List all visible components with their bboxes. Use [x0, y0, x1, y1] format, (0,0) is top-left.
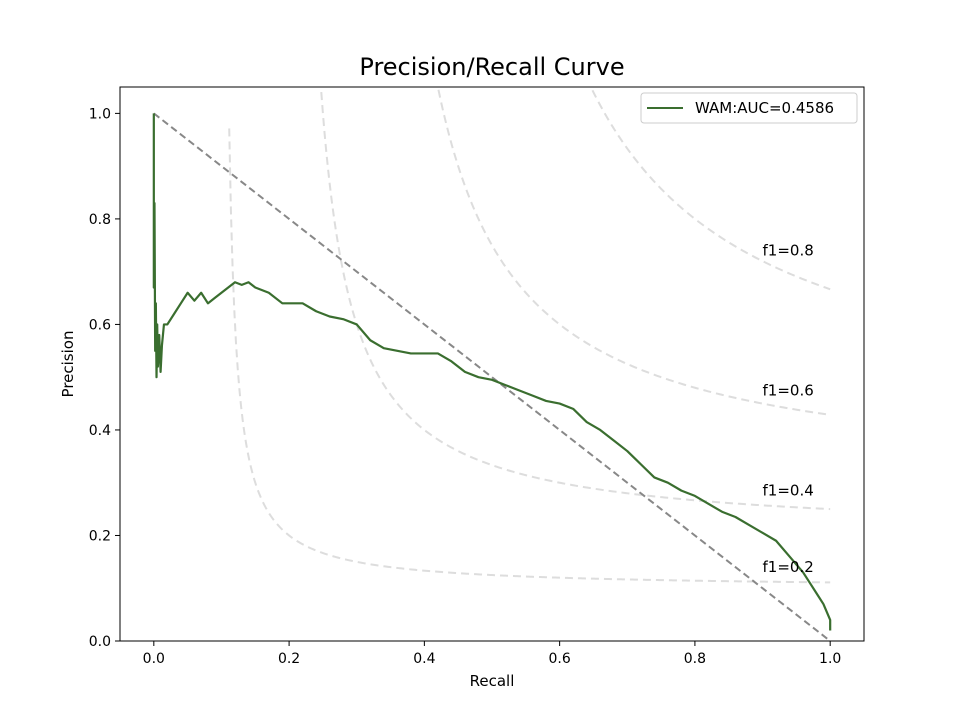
x-tick-label: 0.0 — [143, 651, 165, 667]
reference-diagonal-line — [153, 112, 831, 641]
x-tick-label: 0.8 — [684, 651, 706, 667]
legend-entry-label: WAM:AUC=0.4586 — [695, 99, 834, 117]
y-tick-label: 0.4 — [89, 423, 111, 439]
iso-f1-curve-3 — [437, 89, 831, 416]
y-tick-label: 0.0 — [89, 634, 111, 650]
x-axis-label: Recall — [470, 672, 515, 690]
x-tick-label: 0.2 — [278, 651, 300, 667]
axes-frame — [119, 86, 865, 642]
y-tick-label: 1.0 — [89, 106, 111, 122]
y-axis-label: Precision — [59, 331, 77, 398]
iso-f1-label-4: f1=0.8 — [763, 242, 814, 260]
x-tick-label: 0.4 — [413, 651, 435, 667]
y-tick-label: 0.6 — [89, 317, 111, 333]
iso-f1-curve-1 — [228, 128, 831, 584]
iso-f1-curve-4 — [591, 89, 831, 291]
iso-f1-label-1: f1=0.2 — [763, 558, 814, 576]
iso-f1-curve-2 — [320, 92, 831, 511]
iso-f1-label-3: f1=0.6 — [763, 381, 814, 399]
x-tick-label: 0.6 — [549, 651, 571, 667]
chart-title: Precision/Recall Curve — [359, 53, 624, 81]
x-axis: 0.0 0.2 0.4 0.6 0.8 1.0 — [143, 641, 841, 667]
legend-box — [640, 92, 858, 124]
x-tick-label: 1.0 — [819, 651, 841, 667]
y-axis: 0.0 0.2 0.4 0.6 0.8 1.0 — [89, 106, 120, 650]
series-line-1 — [152, 113, 832, 631]
legend: WAM:AUC=0.4586 — [640, 92, 858, 124]
y-tick-label: 0.8 — [89, 212, 111, 228]
plot-area — [152, 89, 832, 641]
iso-f1-label-2: f1=0.4 — [763, 482, 814, 500]
y-tick-label: 0.2 — [89, 528, 111, 544]
